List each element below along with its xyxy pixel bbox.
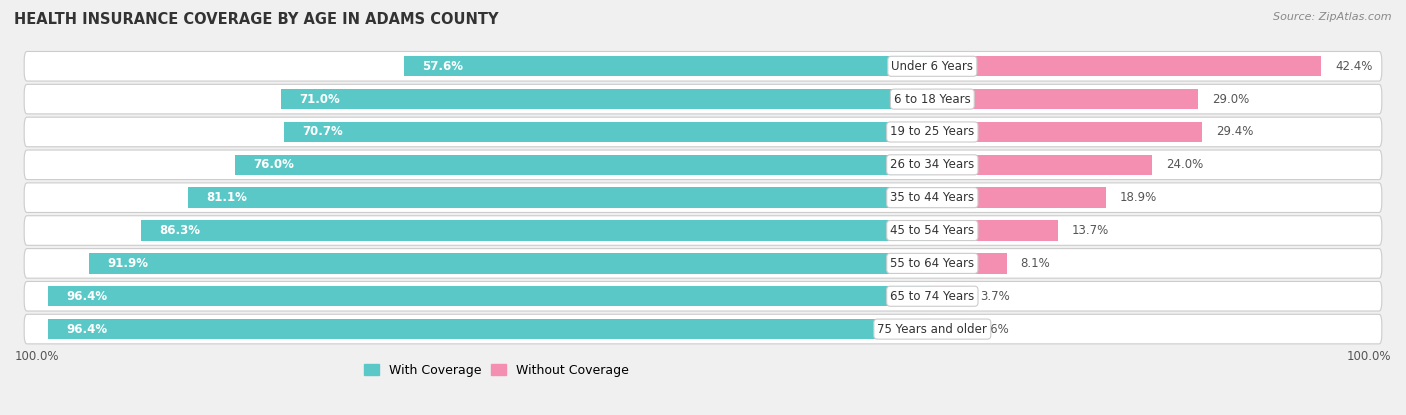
FancyBboxPatch shape	[24, 117, 1382, 147]
Text: 26 to 34 Years: 26 to 34 Years	[890, 159, 974, 171]
Text: 75 Years and older: 75 Years and older	[877, 322, 987, 336]
FancyBboxPatch shape	[24, 84, 1382, 114]
Text: Under 6 Years: Under 6 Years	[891, 60, 973, 73]
Bar	[48, 286, 932, 306]
FancyBboxPatch shape	[24, 314, 1382, 344]
Text: 96.4%: 96.4%	[66, 322, 107, 336]
Bar	[90, 253, 932, 273]
Text: 100.0%: 100.0%	[1347, 350, 1391, 364]
Bar	[281, 89, 932, 109]
Text: 71.0%: 71.0%	[299, 93, 340, 106]
Text: 19 to 25 Years: 19 to 25 Years	[890, 125, 974, 139]
Text: 81.1%: 81.1%	[207, 191, 247, 204]
FancyBboxPatch shape	[24, 281, 1382, 311]
Bar	[932, 220, 1057, 241]
Bar	[932, 286, 966, 306]
Text: 65 to 74 Years: 65 to 74 Years	[890, 290, 974, 303]
Text: 42.4%: 42.4%	[1336, 60, 1372, 73]
Text: 8.1%: 8.1%	[1021, 257, 1050, 270]
Text: Source: ZipAtlas.com: Source: ZipAtlas.com	[1274, 12, 1392, 22]
Bar	[188, 188, 932, 208]
Bar	[932, 89, 1198, 109]
Text: 45 to 54 Years: 45 to 54 Years	[890, 224, 974, 237]
FancyBboxPatch shape	[24, 51, 1382, 81]
Text: 3.6%: 3.6%	[979, 322, 1010, 336]
Bar	[932, 188, 1105, 208]
Bar	[932, 155, 1153, 175]
Text: 96.4%: 96.4%	[66, 290, 107, 303]
Text: 86.3%: 86.3%	[159, 224, 200, 237]
Text: 18.9%: 18.9%	[1119, 191, 1157, 204]
Bar	[932, 122, 1202, 142]
Text: 76.0%: 76.0%	[253, 159, 294, 171]
Bar	[284, 122, 932, 142]
Text: 6 to 18 Years: 6 to 18 Years	[894, 93, 970, 106]
Bar	[404, 56, 932, 76]
Text: 100.0%: 100.0%	[15, 350, 59, 364]
Text: 55 to 64 Years: 55 to 64 Years	[890, 257, 974, 270]
Bar	[48, 319, 932, 339]
FancyBboxPatch shape	[24, 183, 1382, 212]
Text: 3.7%: 3.7%	[980, 290, 1010, 303]
Text: HEALTH INSURANCE COVERAGE BY AGE IN ADAMS COUNTY: HEALTH INSURANCE COVERAGE BY AGE IN ADAM…	[14, 12, 499, 27]
Text: 35 to 44 Years: 35 to 44 Years	[890, 191, 974, 204]
Bar	[141, 220, 932, 241]
Text: 29.4%: 29.4%	[1216, 125, 1253, 139]
Text: 24.0%: 24.0%	[1166, 159, 1204, 171]
FancyBboxPatch shape	[24, 216, 1382, 245]
Legend: With Coverage, Without Coverage: With Coverage, Without Coverage	[364, 364, 630, 377]
FancyBboxPatch shape	[24, 249, 1382, 278]
Text: 57.6%: 57.6%	[422, 60, 464, 73]
Text: 29.0%: 29.0%	[1212, 93, 1250, 106]
Text: 70.7%: 70.7%	[302, 125, 343, 139]
Bar	[932, 253, 1007, 273]
Text: 91.9%: 91.9%	[108, 257, 149, 270]
Bar	[932, 56, 1322, 76]
Text: 13.7%: 13.7%	[1071, 224, 1109, 237]
Bar	[235, 155, 932, 175]
Bar	[932, 319, 966, 339]
FancyBboxPatch shape	[24, 150, 1382, 180]
